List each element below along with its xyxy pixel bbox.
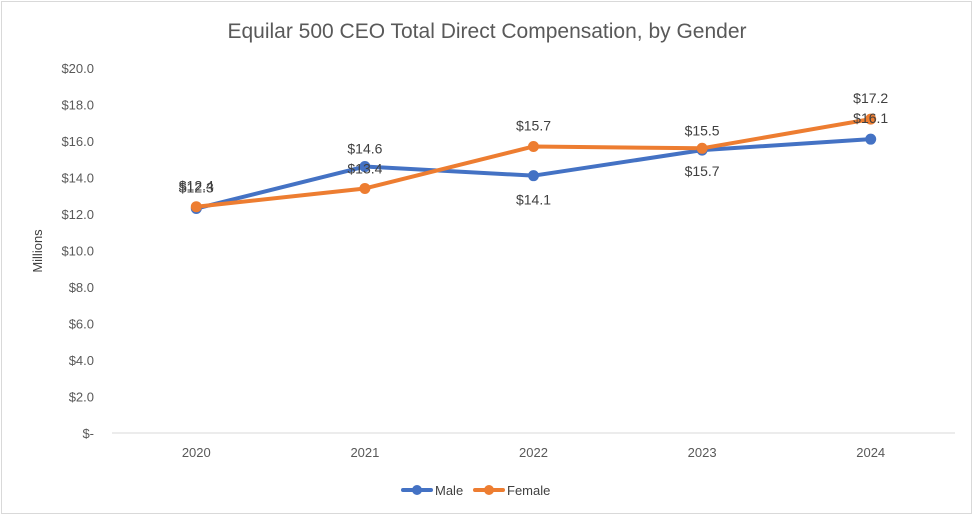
data-point-female (696, 142, 708, 154)
y-tick-label: $2.0 (69, 390, 94, 405)
data-point-male (528, 170, 539, 182)
y-tick-label: $12.0 (61, 207, 94, 222)
data-labels: $12.3 $14.6 $14.1 $15.7 $16.1 $12.4 $13.4 $15.7… (179, 90, 889, 208)
data-label-male: $12.3 (179, 180, 214, 196)
y-tick-label: $16.0 (61, 134, 94, 149)
data-label-male: $14.1 (516, 192, 551, 208)
y-tick-label: $8.0 (69, 280, 94, 295)
y-tick-label: $20.0 (61, 61, 94, 76)
legend: Male Female (401, 483, 550, 498)
data-point-male (865, 133, 877, 145)
y-axis-label: Millions (30, 229, 45, 273)
data-label-female: $17.2 (853, 90, 888, 106)
y-tick-label: $14.0 (61, 171, 94, 186)
data-label-female: $15.5 (685, 122, 720, 138)
series-points (190, 113, 877, 215)
x-tick-label: 2023 (688, 445, 717, 460)
x-tick-label: 2020 (182, 445, 211, 460)
data-point-female (865, 113, 877, 125)
data-label-female: $15.7 (516, 117, 551, 133)
y-axis: $- $2.0 $4.0 $6.0 $8.0 $10.0 $12.0 $14.0 $16.0 $1… (61, 61, 94, 441)
legend-marker-male (412, 485, 422, 495)
data-label-female: $13.4 (347, 160, 382, 176)
x-tick-label: 2022 (519, 445, 548, 460)
x-axis: 2020 2021 2022 2023 2024 (112, 432, 955, 460)
chart-title: Equilar 500 CEO Total Direct Compensatio… (227, 20, 746, 43)
y-tick-label: $4.0 (69, 353, 94, 368)
data-point-male (359, 161, 371, 173)
data-label-male: $15.7 (685, 163, 720, 179)
y-tick-label: $10.0 (61, 244, 94, 259)
legend-marker-female (484, 485, 494, 495)
legend-label-female: Female (507, 483, 550, 498)
y-tick-label: $- (82, 426, 94, 441)
legend-label-male: Male (435, 483, 463, 498)
x-tick-label: 2021 (350, 445, 379, 460)
data-label-male: $14.6 (347, 141, 382, 157)
x-tick-label: 2024 (856, 445, 885, 460)
y-tick-label: $6.0 (69, 317, 94, 332)
data-point-female (359, 182, 371, 194)
data-label-male: $16.1 (853, 110, 888, 126)
data-label-female: $12.4 (179, 178, 214, 194)
y-tick-label: $18.0 (61, 98, 94, 113)
data-point-female (190, 201, 202, 213)
data-point-female (528, 140, 539, 152)
